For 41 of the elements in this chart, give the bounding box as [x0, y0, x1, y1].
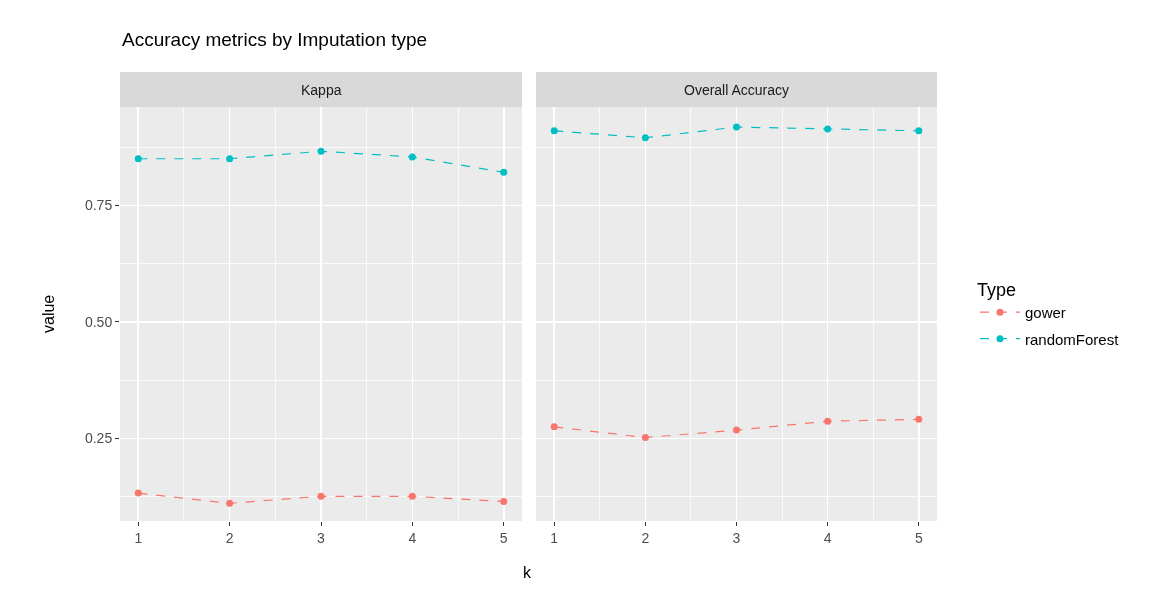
x-tick-label: 3 — [317, 529, 326, 546]
point — [134, 489, 142, 497]
chart-subtitle: Overall Accuracy — [684, 82, 790, 98]
point — [226, 155, 234, 163]
x-tick-label: 5 — [499, 529, 508, 546]
point — [500, 497, 508, 505]
chart-subtitle: Kappa — [301, 82, 342, 98]
point — [550, 423, 558, 431]
point — [733, 426, 740, 434]
x-tick-label: 3 — [732, 529, 741, 546]
x-tick-label: 1 — [134, 529, 143, 546]
point — [408, 492, 416, 500]
point — [317, 147, 325, 155]
point — [641, 134, 649, 142]
y-axis-title: value — [40, 294, 57, 333]
x-tick-label: 5 — [914, 529, 923, 546]
x-tick-label: 4 — [408, 529, 417, 546]
x-tick-label: 4 — [823, 529, 832, 546]
legend-title: Type — [977, 279, 1017, 300]
point — [134, 155, 142, 163]
point — [500, 168, 508, 176]
point — [733, 123, 740, 131]
x-axis-title: k — [523, 564, 532, 581]
x-tick-label: 1 — [550, 529, 559, 546]
point — [550, 127, 558, 135]
point — [915, 127, 923, 135]
y-tick-label: 0.75 — [84, 197, 113, 214]
legend-label: gower — [1025, 304, 1066, 321]
x-tick-label: 2 — [225, 529, 234, 546]
point — [915, 415, 923, 423]
point — [317, 492, 325, 500]
point — [226, 499, 234, 507]
y-tick-label: 0.50 — [84, 313, 113, 330]
legend-label: randomForest — [1025, 330, 1120, 348]
point — [824, 417, 832, 425]
x-tick-label: 2 — [641, 529, 650, 546]
point — [824, 125, 832, 133]
point — [641, 434, 649, 442]
point — [408, 153, 416, 161]
chart-title: Accuracy metrics by Imputation type — [122, 29, 428, 50]
y-tick-label: 0.25 — [84, 430, 113, 447]
